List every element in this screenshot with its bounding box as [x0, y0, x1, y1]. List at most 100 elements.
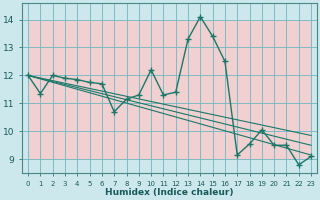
Bar [53, 20, 65, 47]
Bar [237, 75, 250, 103]
Bar [139, 103, 151, 131]
Bar [225, 131, 237, 159]
Bar [40, 75, 53, 103]
Bar [164, 20, 176, 47]
Bar [90, 75, 102, 103]
Bar [151, 131, 164, 159]
Bar [299, 131, 311, 159]
Bar [274, 47, 286, 75]
Bar [212, 75, 225, 103]
Bar [200, 131, 212, 159]
Bar [225, 47, 237, 75]
Bar [139, 20, 151, 47]
Bar [188, 131, 200, 159]
Bar [237, 131, 250, 159]
Bar [126, 20, 139, 47]
Bar [176, 131, 188, 159]
Bar [77, 131, 90, 159]
Bar [286, 20, 299, 47]
Bar [40, 47, 53, 75]
Bar [225, 75, 237, 103]
Bar [151, 20, 164, 47]
Bar [102, 75, 114, 103]
Bar [151, 75, 164, 103]
Bar [262, 131, 274, 159]
Bar [90, 131, 102, 159]
Bar [286, 131, 299, 159]
Bar [188, 75, 200, 103]
Bar [53, 75, 65, 103]
Bar [299, 20, 311, 47]
Bar [250, 47, 262, 75]
Bar [114, 47, 126, 75]
Bar [176, 75, 188, 103]
Bar [65, 75, 77, 103]
Bar [250, 103, 262, 131]
Bar [274, 103, 286, 131]
Bar [114, 20, 126, 47]
Bar [139, 47, 151, 75]
Bar [53, 103, 65, 131]
Bar [200, 20, 212, 47]
Bar [188, 20, 200, 47]
Bar [262, 103, 274, 131]
Bar [212, 47, 225, 75]
Bar [53, 47, 65, 75]
Bar [90, 20, 102, 47]
Bar [28, 131, 40, 159]
Bar [77, 103, 90, 131]
Bar [286, 47, 299, 75]
Bar [262, 20, 274, 47]
Bar [212, 20, 225, 47]
Bar [65, 103, 77, 131]
Bar [200, 75, 212, 103]
Bar [250, 131, 262, 159]
Bar [274, 20, 286, 47]
Bar [102, 20, 114, 47]
Bar [102, 131, 114, 159]
Bar [102, 103, 114, 131]
Bar [126, 103, 139, 131]
Bar [200, 103, 212, 131]
Bar [176, 103, 188, 131]
Bar [114, 103, 126, 131]
Bar [299, 103, 311, 131]
Bar [90, 103, 102, 131]
Bar [274, 75, 286, 103]
Bar [28, 47, 40, 75]
Bar [40, 103, 53, 131]
Bar [77, 20, 90, 47]
Bar [151, 47, 164, 75]
Bar [250, 75, 262, 103]
Bar [164, 47, 176, 75]
Bar [262, 75, 274, 103]
Bar [102, 47, 114, 75]
Bar [114, 75, 126, 103]
Bar [237, 103, 250, 131]
Bar [77, 47, 90, 75]
Bar [28, 103, 40, 131]
Bar [40, 131, 53, 159]
Bar [212, 103, 225, 131]
Bar [65, 47, 77, 75]
Bar [176, 20, 188, 47]
Bar [65, 131, 77, 159]
Bar [139, 131, 151, 159]
Bar [188, 47, 200, 75]
Bar [188, 103, 200, 131]
Bar [237, 20, 250, 47]
Bar [65, 20, 77, 47]
Bar [114, 131, 126, 159]
Bar [286, 103, 299, 131]
Bar [28, 20, 40, 47]
Bar [274, 131, 286, 159]
Bar [53, 131, 65, 159]
Bar [299, 75, 311, 103]
Bar [262, 47, 274, 75]
Bar [176, 47, 188, 75]
Bar [126, 47, 139, 75]
Bar [299, 47, 311, 75]
Bar [225, 20, 237, 47]
Bar [126, 131, 139, 159]
Bar [286, 75, 299, 103]
